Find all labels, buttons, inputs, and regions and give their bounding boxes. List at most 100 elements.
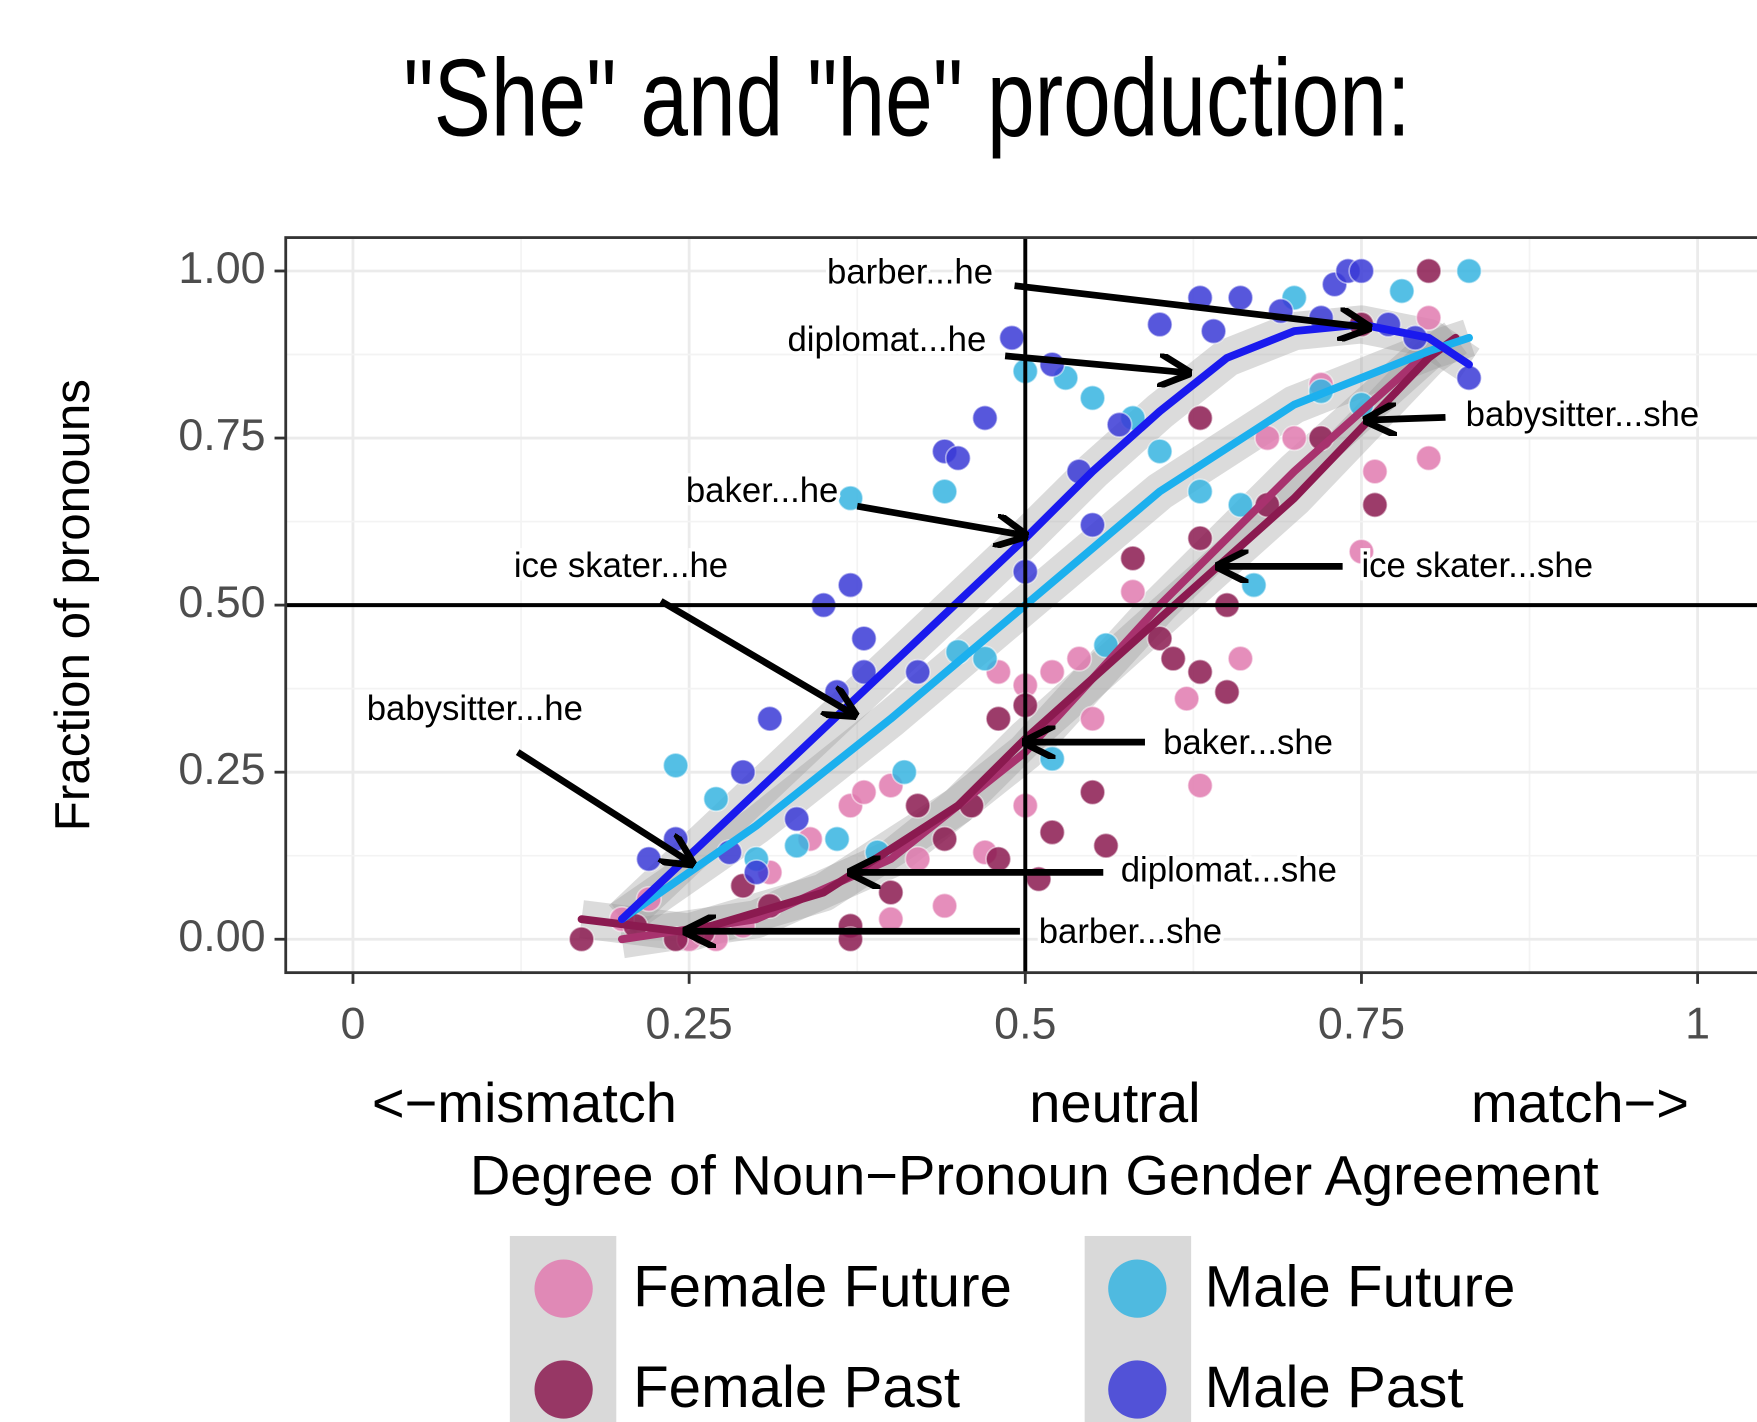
annotation-label: baker...she <box>1163 724 1333 762</box>
point <box>877 906 904 933</box>
chart-title: "She" and "he" production: <box>403 36 1410 159</box>
point <box>1146 438 1173 465</box>
legend-swatch <box>534 1360 593 1419</box>
annotation-label: diplomat...she <box>1121 852 1337 890</box>
annotation-label: babysitter...he <box>367 690 583 728</box>
point <box>971 404 999 432</box>
annotation-label: baker...he <box>686 472 838 510</box>
point <box>1160 645 1187 672</box>
point <box>1146 311 1173 338</box>
x-axis-subtitle: neutral <box>1029 1071 1200 1134</box>
point <box>783 832 810 859</box>
point <box>1173 685 1200 712</box>
point <box>1348 257 1375 285</box>
point <box>1348 538 1375 565</box>
point <box>985 705 1012 732</box>
point <box>1079 705 1106 732</box>
annotation-label: barber...he <box>827 253 993 291</box>
annotation-arrow <box>1370 417 1446 420</box>
point <box>823 825 851 853</box>
point <box>877 879 904 906</box>
point <box>1415 304 1442 331</box>
point <box>1227 645 1254 672</box>
point <box>1281 424 1308 452</box>
point <box>1106 411 1133 438</box>
legend-label: Male Future <box>1205 1254 1516 1319</box>
annotation-label: ice skater...she <box>1361 547 1593 585</box>
point <box>850 658 878 686</box>
point <box>1092 832 1120 859</box>
y-tick-label: 0.00 <box>178 911 265 961</box>
point <box>1119 545 1147 572</box>
point <box>1361 491 1389 519</box>
x-tick-label: 0.5 <box>994 998 1056 1048</box>
point <box>1186 658 1214 686</box>
point <box>635 845 662 873</box>
point <box>1186 772 1214 799</box>
point <box>1455 364 1483 392</box>
legend: Female Future Female Past Male Future Male … <box>534 1254 1515 1420</box>
annotation-label: diplomat...he <box>787 321 986 359</box>
point <box>837 571 864 599</box>
x-axis-title: Degree of Noun−Pronoun Gender Agreement <box>470 1144 1599 1207</box>
annotations: barber...he diplomat...he baker...he ice sk… <box>363 250 1702 954</box>
point <box>998 324 1026 351</box>
fit-line <box>617 333 1473 924</box>
point <box>931 478 958 505</box>
point <box>1079 384 1106 412</box>
point <box>1039 351 1066 378</box>
point <box>783 805 810 833</box>
annotation-arrow <box>856 502 1022 535</box>
x-tick-label: 1 <box>1685 998 1710 1048</box>
annotation-arrow <box>515 749 689 862</box>
x-tick-label: 0 <box>341 998 366 1048</box>
point <box>702 785 730 813</box>
annotation-label: barber...she <box>1039 913 1222 951</box>
annotation-arrow <box>659 598 852 713</box>
point <box>850 779 878 806</box>
point <box>931 825 958 853</box>
axes: 0 0.25 0.5 0.75 1 0.00 0.25 0.50 0.75 1.00 <box>178 243 1710 1048</box>
annotation-arrow <box>1014 282 1366 327</box>
point <box>850 625 878 652</box>
annotation-label: babysitter...she <box>1466 396 1700 434</box>
point <box>971 645 999 672</box>
legend-swatch <box>1108 1360 1167 1419</box>
y-axis-title: Fraction of pronouns <box>45 379 100 831</box>
point <box>1227 491 1254 519</box>
point <box>1039 819 1066 846</box>
point <box>1213 678 1241 706</box>
point <box>1039 745 1066 772</box>
point <box>1388 277 1415 305</box>
point <box>891 759 918 786</box>
point <box>985 845 1012 873</box>
x-tick-label: 0.75 <box>1318 998 1405 1048</box>
point <box>1186 525 1214 552</box>
point <box>1079 511 1106 539</box>
point <box>1415 444 1442 472</box>
point <box>1065 645 1093 672</box>
point <box>904 658 931 686</box>
point <box>904 792 931 819</box>
x-tick-label: 0.25 <box>646 998 733 1048</box>
legend-label: Male Past <box>1205 1355 1464 1420</box>
y-tick-label: 0.75 <box>178 410 265 460</box>
legend-label: Female Past <box>633 1355 960 1420</box>
y-tick-label: 0.25 <box>178 744 265 794</box>
legend-swatch <box>534 1259 593 1318</box>
point <box>837 485 864 512</box>
y-tick-label: 0.50 <box>178 577 265 627</box>
legend-label: Female Future <box>633 1254 1012 1319</box>
point <box>1227 284 1254 311</box>
y-tick-label: 1.00 <box>178 243 265 293</box>
point <box>568 926 595 953</box>
point <box>662 752 689 779</box>
point <box>931 892 958 919</box>
point <box>944 444 972 472</box>
annotation-arrow <box>1004 352 1185 373</box>
point <box>1415 257 1442 285</box>
point <box>1039 658 1066 686</box>
point <box>1240 571 1268 599</box>
point <box>1186 404 1214 432</box>
